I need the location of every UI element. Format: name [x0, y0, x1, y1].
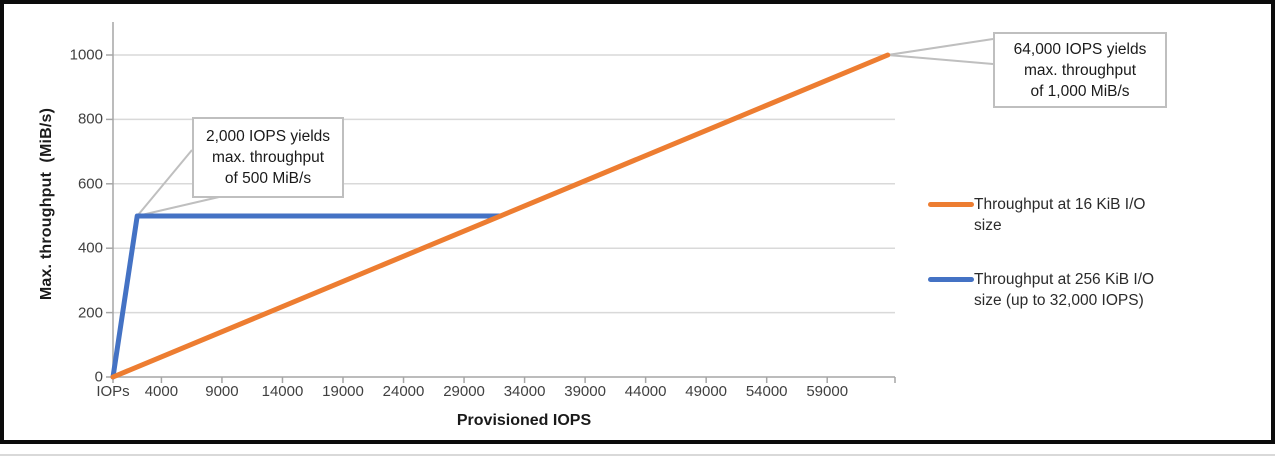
callout-line: 2,000 IOPS yields [205, 128, 331, 145]
legend-label: Throughput at 16 KiB I/O size [974, 196, 1146, 234]
callout-line: max. throughput [211, 149, 324, 166]
y-axis-title: Max. throughput (MiB/s) [38, 107, 55, 301]
callout-64000-iops: 64,000 IOPS yields max. throughput of 1,… [993, 32, 1167, 108]
callout-2000-iops: 2,000 IOPS yields max. throughput of 500… [192, 117, 344, 198]
legend-item-256kib: Throughput at 256 KiB I/O size (up to 32… [928, 269, 1172, 311]
legend-swatch-orange [928, 202, 974, 207]
callout-line: of 500 MiB/s [224, 170, 312, 187]
callout-line: of 1,000 MiB/s [1030, 82, 1130, 100]
legend-item-16kib: Throughput at 16 KiB I/O size [928, 194, 1172, 236]
callout-line: 64,000 IOPS yields [1013, 40, 1147, 58]
bottom-divider-line [0, 454, 1275, 456]
x-axis-title: Provisioned IOPS [456, 412, 592, 429]
legend-swatch-blue [928, 277, 974, 282]
legend-label: Throughput at 256 KiB I/O size (up to 32… [974, 271, 1155, 309]
callout-line: max. throughput [1023, 61, 1136, 79]
